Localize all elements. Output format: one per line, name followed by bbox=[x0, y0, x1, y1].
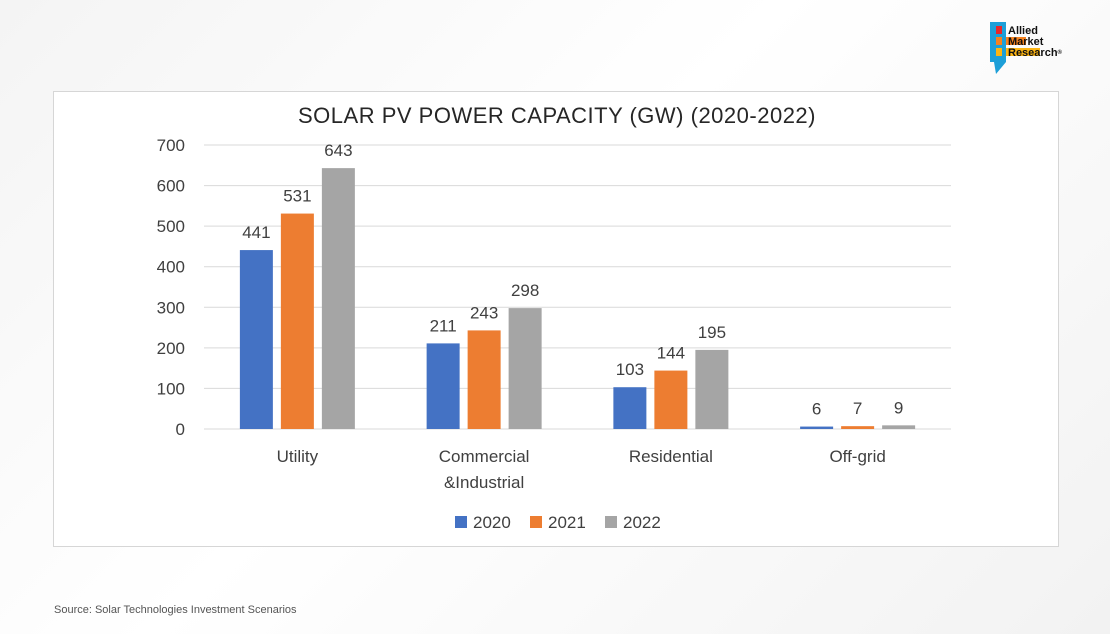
y-axis-ticks: 0 100 200 300 400 500 600 700 bbox=[157, 136, 185, 439]
data-label-2020-1: 211 bbox=[430, 316, 457, 335]
chart-title: SOLAR PV POWER CAPACITY (GW) (2020-2022) bbox=[298, 103, 816, 128]
legend-label-2022: 2022 bbox=[623, 513, 661, 532]
bar-2020-0 bbox=[239, 250, 273, 429]
x-tick-label-2-0: Residential bbox=[629, 447, 713, 466]
gridlines bbox=[204, 144, 951, 430]
legend-swatch-2020 bbox=[455, 516, 467, 528]
data-label-2020-0: 441 bbox=[242, 223, 270, 242]
y-tick-label-200: 200 bbox=[157, 339, 185, 358]
y-tick-label-600: 600 bbox=[157, 177, 185, 196]
data-label-2022-0: 643 bbox=[324, 141, 352, 160]
data-labels: 441 531 643 211 243 298 103 144 195 6 7 9 bbox=[242, 141, 903, 418]
data-label-2022-2: 195 bbox=[698, 323, 726, 342]
data-label-2020-2: 103 bbox=[616, 360, 644, 379]
legend: 2020 2021 2022 bbox=[455, 513, 661, 532]
legend-label-2020: 2020 bbox=[473, 513, 511, 532]
bar-chart: SOLAR PV POWER CAPACITY (GW) (2020-2022)… bbox=[157, 103, 951, 532]
source-note: Source: Solar Technologies Investment Sc… bbox=[54, 604, 297, 616]
legend-label-2021: 2021 bbox=[548, 513, 586, 532]
logo-line-3-text: Research bbox=[1008, 47, 1058, 59]
x-tick-label-1-0: Commercial bbox=[439, 447, 530, 466]
logo-mark-icon bbox=[990, 22, 1040, 74]
bar-2022-2 bbox=[695, 349, 729, 429]
y-tick-label-400: 400 bbox=[157, 258, 185, 277]
bar-2020-1 bbox=[426, 343, 460, 429]
data-label-2021-1: 243 bbox=[470, 303, 498, 322]
logo-registered-mark: ® bbox=[1057, 50, 1062, 56]
x-axis-ticks: Utility Commercial&Industrial Residential O… bbox=[277, 447, 886, 492]
allied-market-research-logo: Allied Market Research® bbox=[990, 22, 1090, 76]
bar-2022-3 bbox=[882, 425, 916, 429]
bar-2020-3 bbox=[800, 426, 834, 429]
bar-2021-0 bbox=[280, 213, 314, 429]
bar-2021-3 bbox=[841, 426, 875, 429]
bars bbox=[239, 168, 916, 429]
bar-2022-0 bbox=[321, 168, 355, 429]
bar-2022-1 bbox=[508, 308, 542, 429]
data-label-2021-3: 7 bbox=[853, 399, 862, 418]
x-tick-label-3-0: Off-grid bbox=[829, 447, 885, 466]
y-tick-label-0: 0 bbox=[176, 420, 185, 439]
y-tick-label-100: 100 bbox=[157, 379, 185, 398]
legend-swatch-2021 bbox=[530, 516, 542, 528]
data-label-2021-0: 531 bbox=[283, 187, 311, 206]
logo-line-2: Market bbox=[1008, 36, 1044, 48]
data-label-2022-3: 9 bbox=[894, 398, 903, 417]
data-label-2020-3: 6 bbox=[812, 400, 821, 419]
logo-text: Allied Market Research® bbox=[1008, 26, 1062, 59]
legend-swatch-2022 bbox=[605, 516, 617, 528]
data-label-2021-2: 144 bbox=[657, 344, 685, 363]
bar-2020-2 bbox=[613, 387, 647, 429]
x-tick-label-0-0: Utility bbox=[277, 447, 319, 466]
logo-line-1: Allied bbox=[1008, 25, 1038, 37]
bar-2021-1 bbox=[467, 330, 501, 429]
logo-line-3: Research® bbox=[1008, 48, 1062, 59]
data-label-2022-1: 298 bbox=[511, 281, 539, 300]
y-tick-label-500: 500 bbox=[157, 217, 185, 236]
chart-frame: SOLAR PV POWER CAPACITY (GW) (2020-2022)… bbox=[53, 91, 1059, 547]
bar-2021-2 bbox=[654, 370, 688, 429]
y-tick-label-700: 700 bbox=[157, 136, 185, 155]
y-tick-label-300: 300 bbox=[157, 298, 185, 317]
x-tick-label-1-1: &Industrial bbox=[444, 473, 524, 492]
